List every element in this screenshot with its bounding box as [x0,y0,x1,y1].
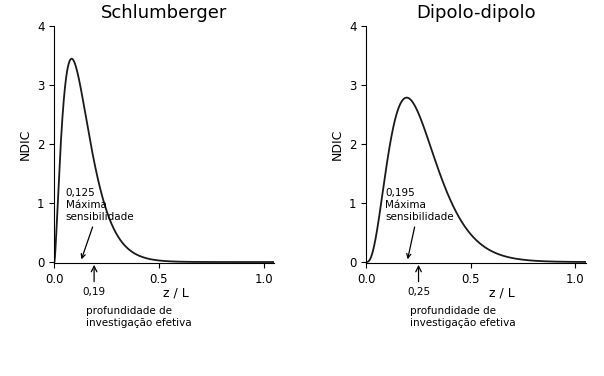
Title: Schlumberger: Schlumberger [101,4,227,22]
Text: profundidade de
investigação efetiva: profundidade de investigação efetiva [410,306,516,328]
Text: z / L: z / L [489,287,515,300]
Text: 0,19: 0,19 [83,287,106,297]
Y-axis label: NDIC: NDIC [330,129,344,161]
Title: Dipolo-dipolo: Dipolo-dipolo [416,4,536,22]
Text: profundidade de
investigação efetiva: profundidade de investigação efetiva [86,306,191,328]
Y-axis label: NDIC: NDIC [19,129,31,161]
Text: 0,125
Máxima
sensibilidade: 0,125 Máxima sensibilidade [66,188,135,258]
Text: 0,25: 0,25 [407,287,430,297]
Text: z / L: z / L [163,287,188,300]
Text: 0,195
Máxima
sensibilidade: 0,195 Máxima sensibilidade [385,188,454,258]
